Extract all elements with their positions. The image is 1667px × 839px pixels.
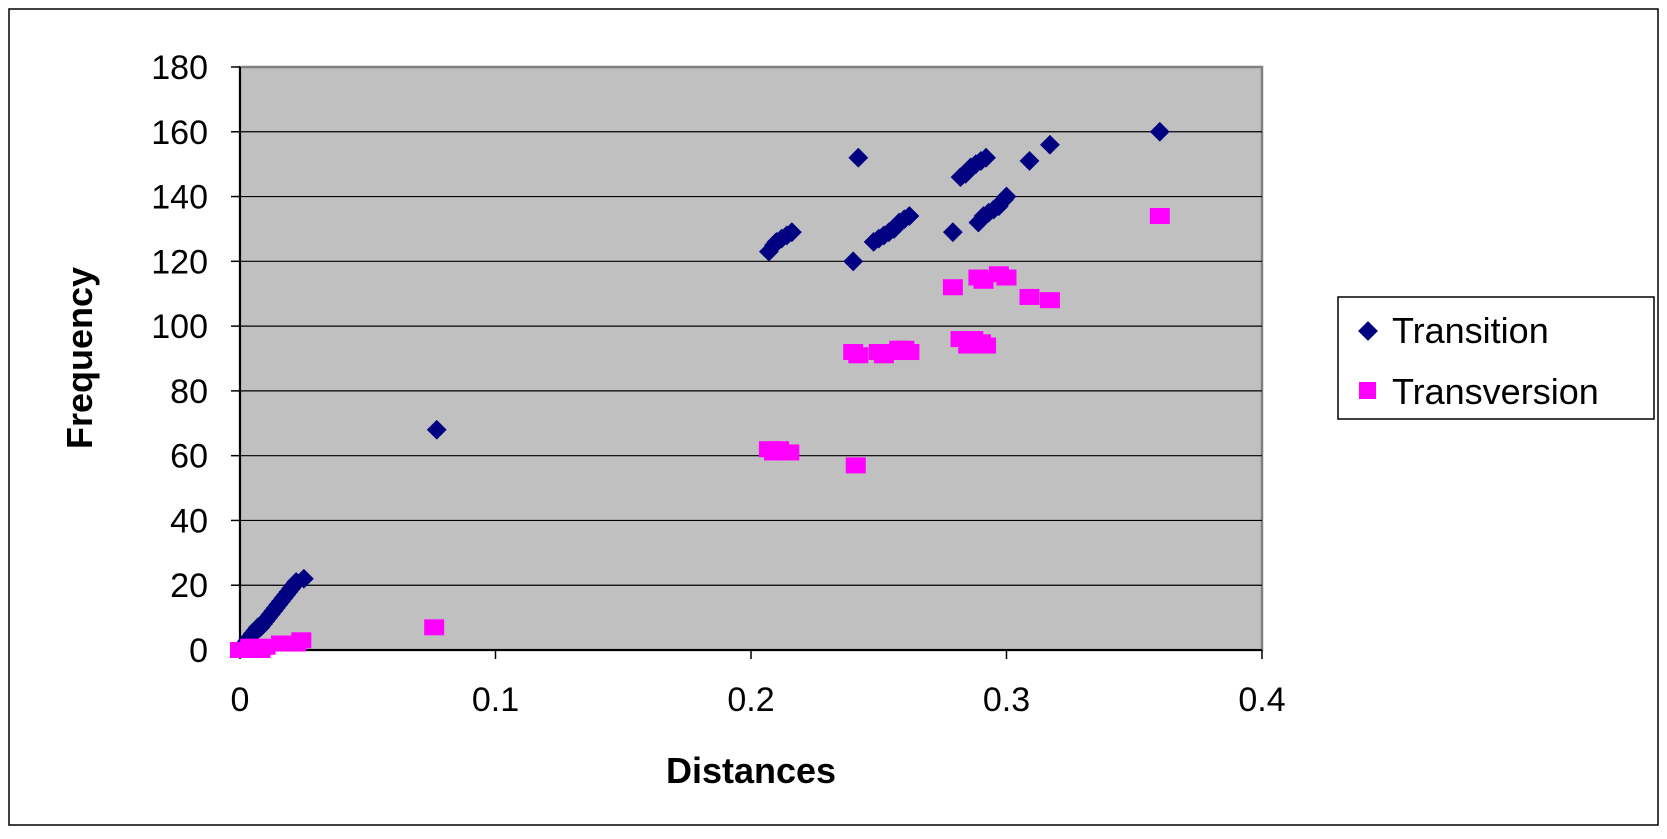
legend: Transition Transversion: [1337, 296, 1655, 420]
y-tick-label-8: 160: [151, 114, 208, 152]
legend-label-transversion: Transversion: [1392, 371, 1599, 412]
y-tick-label-7: 140: [151, 179, 208, 217]
point-transversion-10: [291, 632, 312, 649]
y-tick-label-2: 40: [170, 502, 208, 540]
point-transition-55: [1040, 134, 1060, 155]
point-transversion-11: [424, 619, 445, 636]
point-transversion-36: [1039, 292, 1060, 309]
point-transversion-35: [1019, 288, 1040, 305]
y-tick-label-1: 20: [170, 567, 208, 605]
x-tick-label-0: 0: [231, 681, 250, 719]
point-transversion-24: [899, 344, 920, 361]
point-transition-56: [1149, 121, 1170, 142]
y-tick-label-5: 100: [151, 308, 208, 346]
y-tick-label-4: 80: [170, 373, 208, 411]
data-points: [230, 121, 1170, 658]
legend-marker-transversion-icon: [1359, 382, 1376, 399]
legend-box: [1337, 296, 1655, 420]
y-axis-label: Frequency: [59, 267, 100, 449]
point-transversion-15: [779, 444, 800, 461]
x-tick-label-1: 0.1: [472, 681, 519, 719]
x-tick-label-2: 0.2: [727, 681, 774, 719]
x-tick-labels: 0 0.1 0.2 0.3 0.4: [231, 681, 1286, 719]
y-tick-label-0: 0: [189, 632, 208, 670]
y-tick-label-3: 60: [170, 438, 208, 476]
x-tick-label-4: 0.4: [1238, 681, 1285, 719]
y-tick-labels: 0 20 40 60 80 100 120 140 160 180: [151, 49, 208, 670]
point-transversion-32: [973, 272, 994, 289]
point-transition-22: [293, 568, 314, 589]
y-tick-label-9: 180: [151, 49, 208, 87]
point-transversion-25: [942, 279, 963, 296]
point-transversion-5: [255, 638, 276, 655]
point-transition-54: [1019, 151, 1040, 171]
point-transversion-16: [845, 457, 866, 474]
x-axis-label: Distances: [666, 750, 836, 791]
legend-marker-transition-icon: [1358, 321, 1378, 341]
y-tick-label-6: 120: [151, 243, 208, 281]
point-transversion-34: [996, 269, 1017, 286]
point-transition-23: [426, 419, 447, 440]
gridlines: [240, 131, 1262, 586]
x-tick-label-3: 0.3: [983, 681, 1030, 719]
point-transversion-30: [976, 337, 997, 354]
point-transversion-37: [1149, 207, 1170, 224]
point-transversion-18: [848, 347, 869, 364]
legend-label-transition: Transition: [1392, 310, 1549, 351]
plot-area: [238, 65, 1264, 652]
